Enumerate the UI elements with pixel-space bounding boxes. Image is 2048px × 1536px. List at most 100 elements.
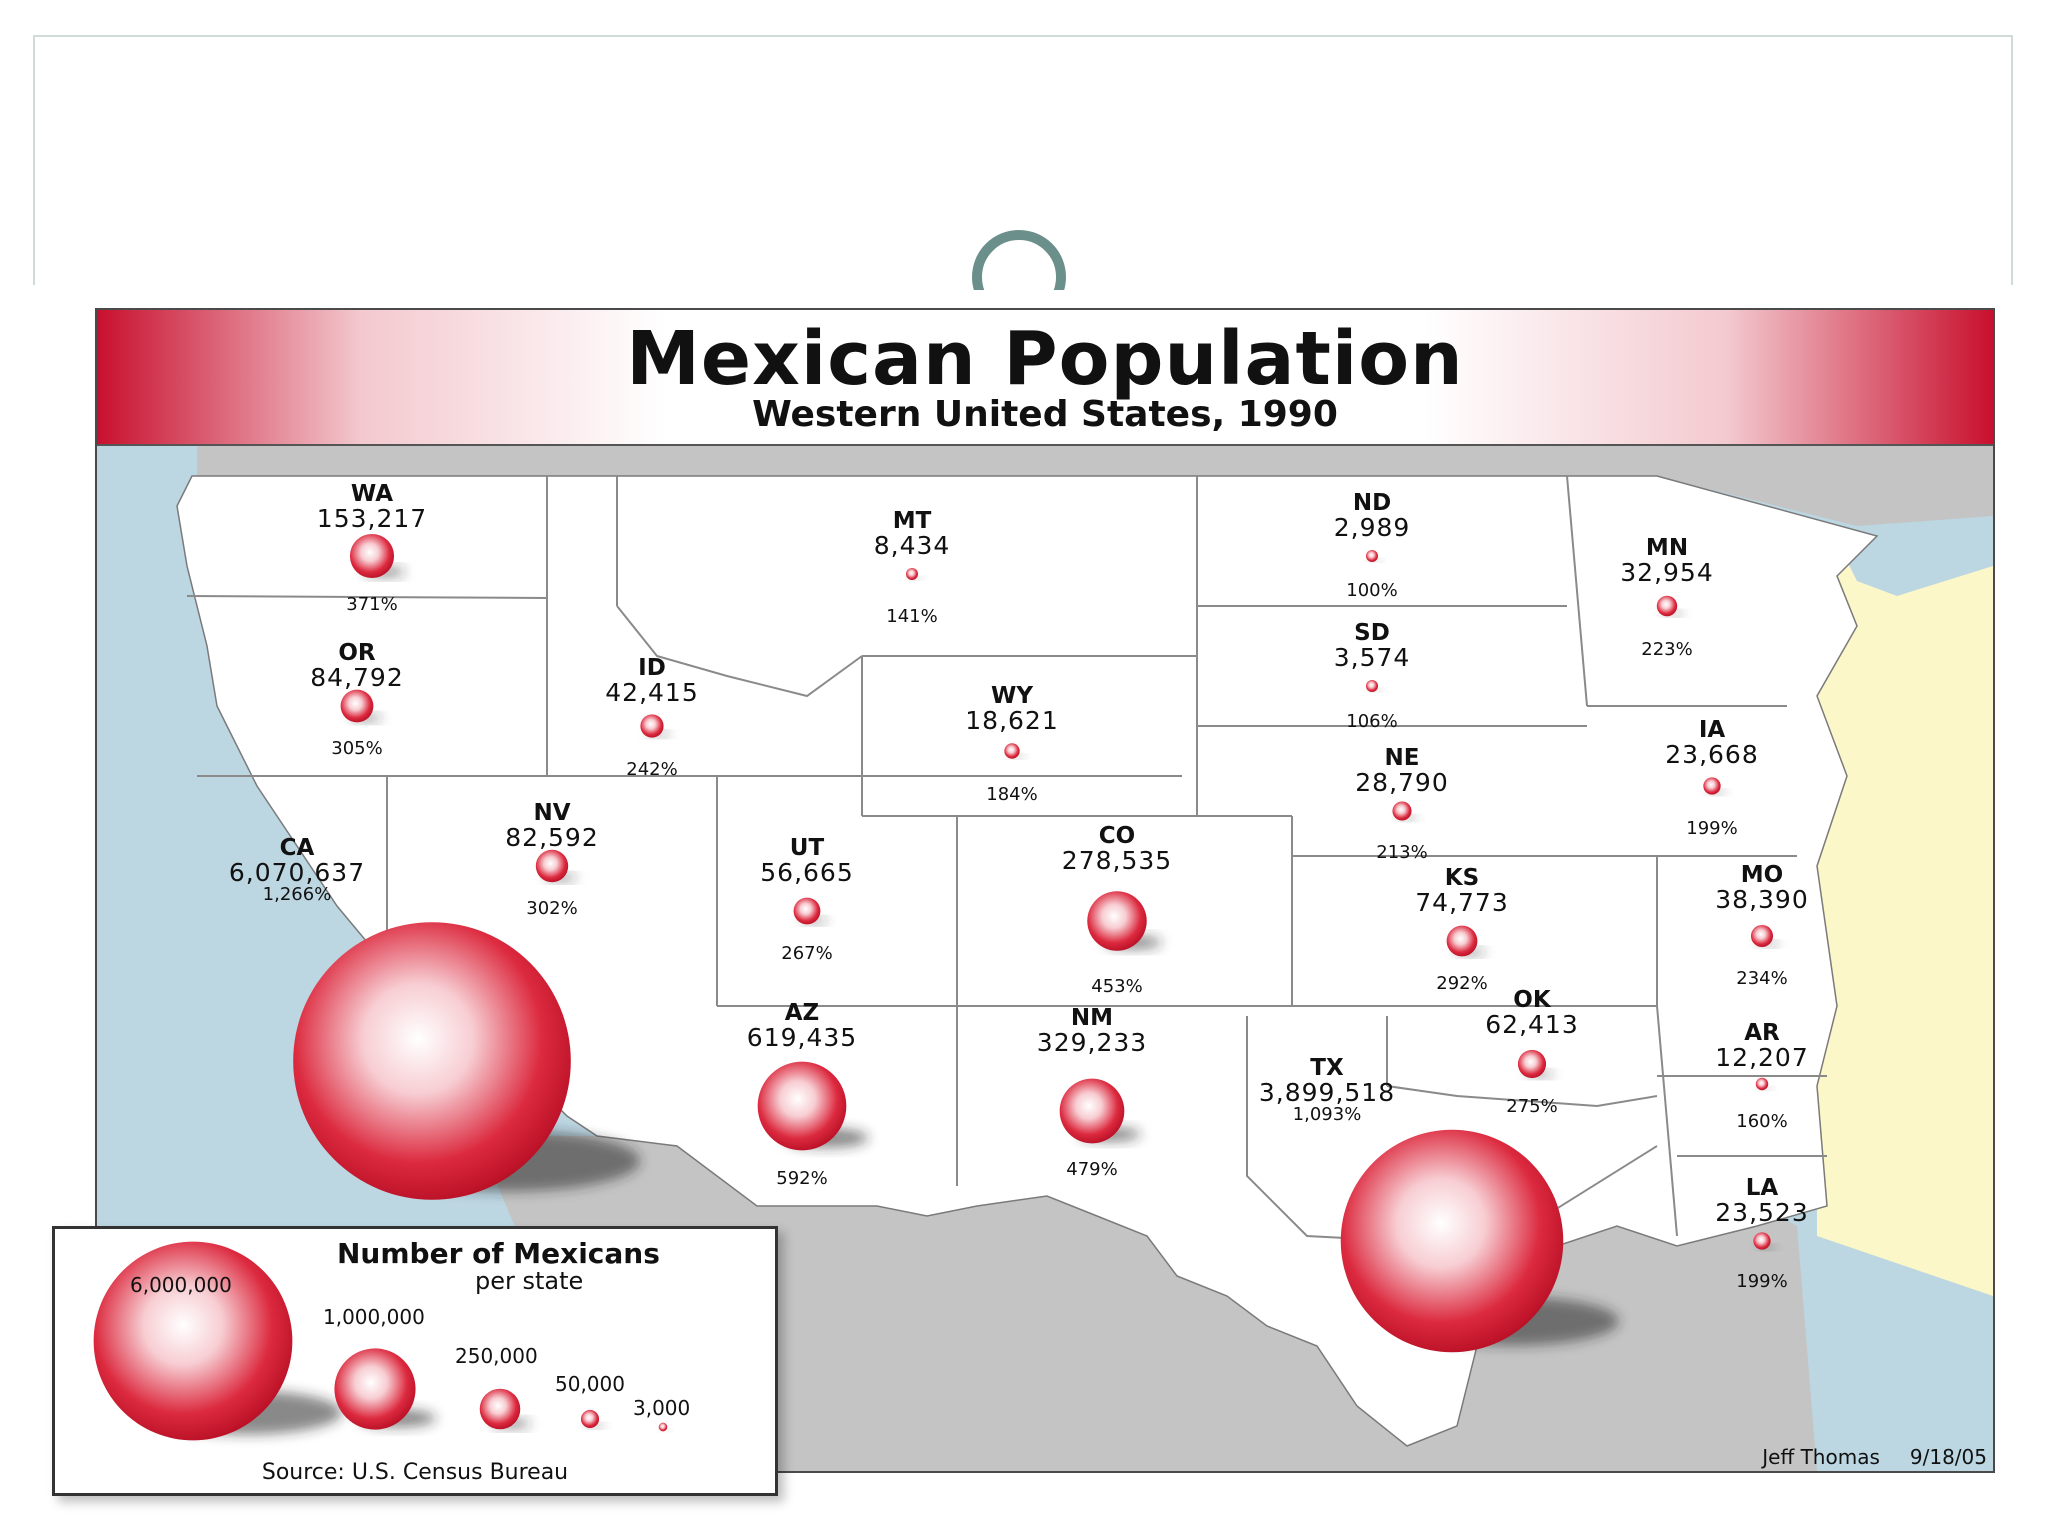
slide-frame <box>33 35 2013 285</box>
state-pct-ar: 160% <box>1736 1111 1788 1132</box>
state-label-co: CO 278,535 <box>1062 824 1172 874</box>
state-label-ne: NE 28,790 <box>1355 746 1448 796</box>
state-label-mn: MN 32,954 <box>1620 536 1713 586</box>
state-label-ut: UT 56,665 <box>760 836 853 886</box>
state-pct-mt: 141% <box>886 606 938 627</box>
state-pct-ut: 267% <box>781 943 833 964</box>
state-abbr: MT <box>892 508 932 534</box>
state-count: 23,668 <box>1665 740 1759 770</box>
state-label-sd: SD 3,574 <box>1334 621 1411 671</box>
map-credit: Jeff Thomas 9/18/05 <box>1732 1445 1987 1469</box>
bubble-nv <box>535 849 569 883</box>
slide-ornament <box>970 230 1080 290</box>
state-label-or: OR 84,792 <box>310 641 403 691</box>
bubble-la <box>1753 1232 1771 1250</box>
state-abbr: CO <box>1098 823 1136 849</box>
bubble-ok <box>1517 1049 1547 1079</box>
state-label-nv: NV 82,592 <box>505 801 598 851</box>
state-abbr: LA <box>1745 1175 1779 1201</box>
state-count: 6,070,637 <box>228 858 366 888</box>
state-abbr: TX <box>1310 1055 1344 1081</box>
state-pct-ok: 275% <box>1506 1096 1558 1117</box>
state-pct-ne: 213% <box>1376 842 1428 863</box>
bubble-wa <box>349 533 395 579</box>
legend-label: 3,000 <box>633 1396 691 1420</box>
state-pct-wa: 371% <box>346 594 398 615</box>
state-count: 28,790 <box>1355 768 1449 798</box>
state-count: 329,233 <box>1036 1028 1148 1058</box>
legend-bubble-2 <box>479 1388 521 1430</box>
bubble-ar <box>1755 1077 1769 1091</box>
state-label-ok: OK 62,413 <box>1485 988 1578 1038</box>
state-pct: 1,266% <box>262 884 332 906</box>
bubble-ut <box>793 897 821 925</box>
state-count: 153,217 <box>316 504 428 534</box>
bubble-id <box>640 714 664 738</box>
state-pct-nv: 302% <box>526 898 578 919</box>
state-label-nm: NM 329,233 <box>1037 1006 1147 1056</box>
bubble-or <box>340 689 374 723</box>
title-banner: Mexican Population Western United States… <box>97 310 1993 446</box>
map-title: Mexican Population <box>626 316 1464 402</box>
eastern-states <box>1817 516 1993 1296</box>
credit-author: Jeff Thomas <box>1762 1445 1880 1469</box>
bubble-nd <box>1366 550 1378 562</box>
state-pct-az: 592% <box>776 1168 828 1189</box>
state-pct-ia: 199% <box>1686 818 1738 839</box>
bubble-ne <box>1392 801 1412 821</box>
state-label-id: ID 42,415 <box>605 656 698 706</box>
state-count: 18,621 <box>965 706 1059 736</box>
state-count: 62,413 <box>1485 1010 1579 1040</box>
bubble-mt <box>906 568 918 580</box>
state-count: 42,415 <box>605 678 699 708</box>
credit-date: 9/18/05 <box>1909 1445 1987 1469</box>
legend-label: 250,000 <box>455 1344 538 1368</box>
state-label-mt: MT 8,434 <box>874 509 951 559</box>
state-abbr: NM <box>1070 1005 1114 1031</box>
legend-source: Source: U.S. Census Bureau <box>261 1460 569 1485</box>
canada-land <box>197 446 1993 526</box>
bubble-layer <box>293 533 1779 1353</box>
state-count: 3,899,518 <box>1258 1078 1396 1108</box>
state-count: 38,390 <box>1715 885 1809 915</box>
state-count: 619,435 <box>746 1023 858 1053</box>
legend-bubble-4 <box>658 1422 668 1432</box>
state-pct-la: 199% <box>1736 1271 1788 1292</box>
bubble-mo <box>1750 924 1774 948</box>
state-pct-nd: 100% <box>1346 580 1398 601</box>
state-count: 56,665 <box>760 858 854 888</box>
state-label-mo: MO 38,390 <box>1715 863 1808 913</box>
state-count: 8,434 <box>873 531 951 561</box>
state-abbr: OK <box>1513 987 1551 1013</box>
state-count: 3,574 <box>1333 643 1411 673</box>
state-label-wa: WA 153,217 <box>317 482 427 532</box>
state-count: 74,773 <box>1415 888 1509 918</box>
state-count: 82,592 <box>505 823 599 853</box>
state-pct-or: 305% <box>331 738 383 759</box>
state-abbr: WA <box>350 481 394 507</box>
state-abbr: CA <box>279 835 315 861</box>
state-abbr: AR <box>1744 1020 1780 1046</box>
legend-subtitle: per state <box>475 1267 584 1295</box>
bubble-ks <box>1446 925 1478 957</box>
legend-bubble-1 <box>334 1348 416 1430</box>
legend-title: Number of Mexicans <box>337 1237 660 1270</box>
state-abbr: IA <box>1698 717 1726 743</box>
state-pct-ks: 292% <box>1436 973 1488 994</box>
state-abbr: UT <box>789 835 825 861</box>
state-abbr: OR <box>338 640 376 666</box>
state-abbr: ID <box>638 655 666 681</box>
state-abbr: ND <box>1352 490 1392 516</box>
state-abbr: MO <box>1740 862 1784 888</box>
bubble-ca <box>293 922 571 1200</box>
state-label-az: AZ 619,435 <box>747 1001 857 1051</box>
state-abbr: SD <box>1354 620 1390 646</box>
bubble-nm <box>1059 1078 1125 1144</box>
legend-label: 50,000 <box>555 1372 625 1396</box>
state-pct-nm: 479% <box>1066 1159 1118 1180</box>
state-label-ks: KS 74,773 <box>1415 866 1508 916</box>
state-borders <box>186 475 1827 1248</box>
state-abbr: KS <box>1444 865 1480 891</box>
bubble-wy <box>1004 743 1020 759</box>
state-pct-sd: 106% <box>1346 711 1398 732</box>
